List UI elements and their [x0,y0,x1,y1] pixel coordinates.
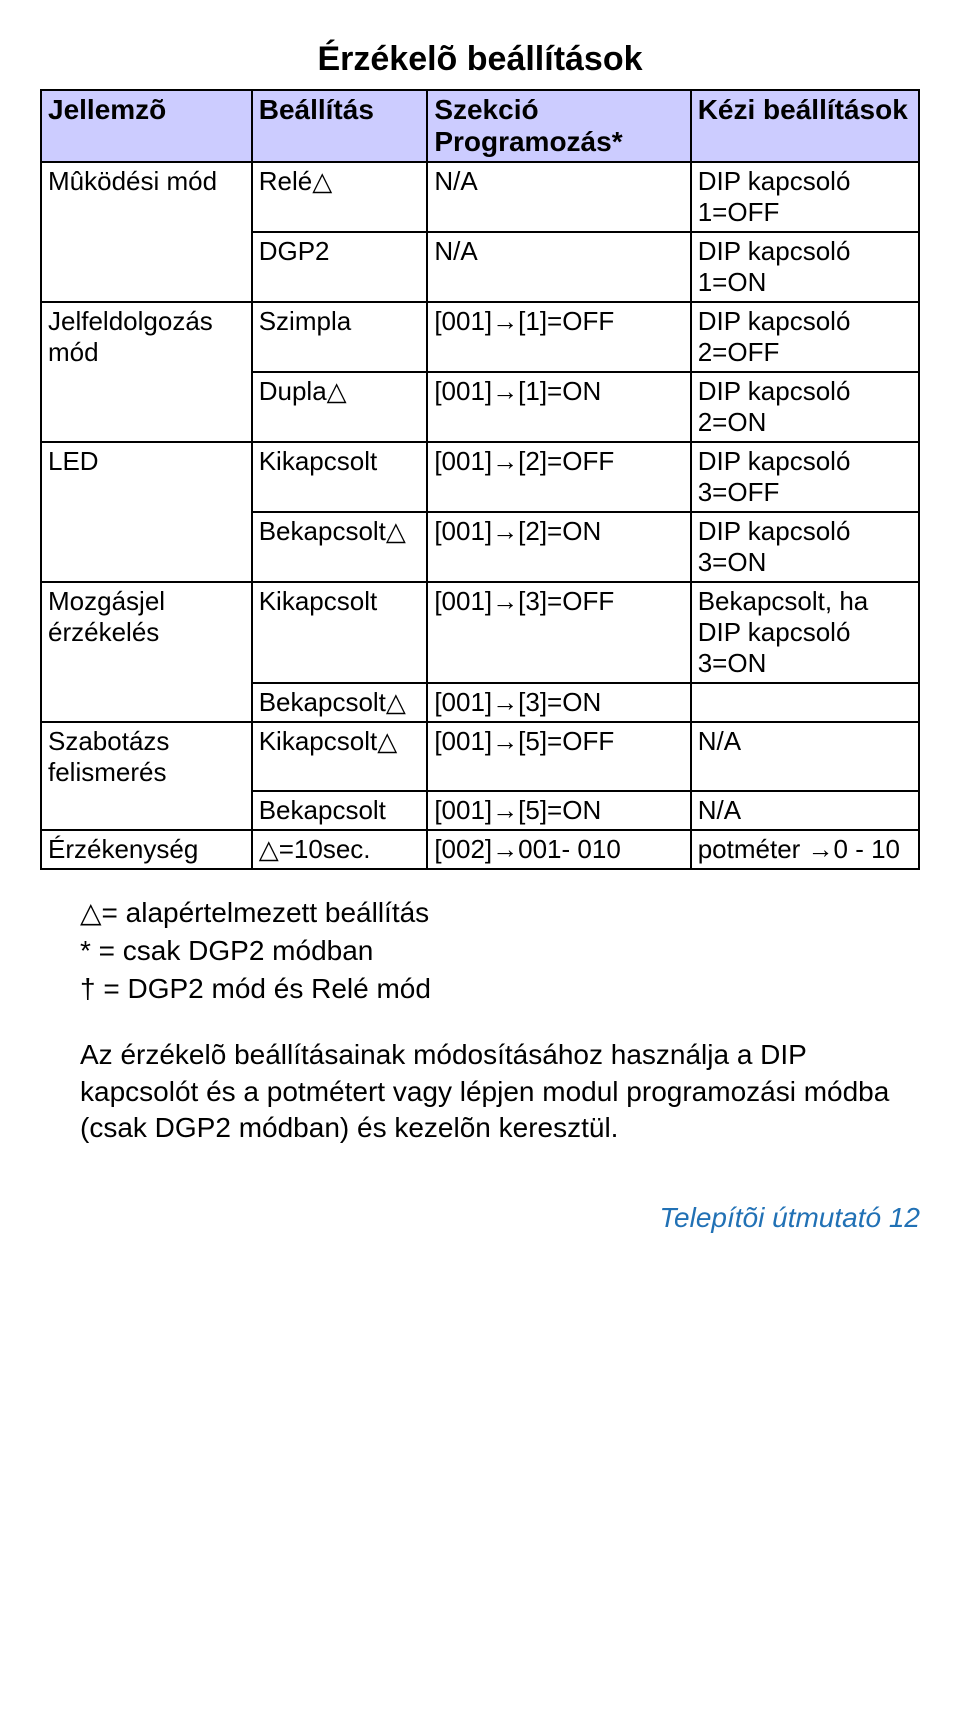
cell-manual: DIP kapcsoló 2=ON [691,372,919,442]
cell-feature: Mozgásjel érzékelés [41,582,252,683]
cell-feature [41,683,252,722]
table-row: Mozgásjel érzékelésKikapcsolt[001]→[3]=O… [41,582,919,683]
cell-manual: DIP kapcsoló 2=OFF [691,302,919,372]
cell-feature [41,791,252,830]
cell-feature: Jelfeldolgozás mód [41,302,252,372]
table-row: Mûködési módRelé△N/ADIP kapcsoló 1=OFF [41,162,919,232]
cell-feature: Szabotázs felismerés [41,722,252,791]
table-row: LEDKikapcsolt[001]→[2]=OFFDIP kapcsoló 3… [41,442,919,512]
legend-line: △= alapértelmezett beállítás [80,894,920,932]
description-paragraph: Az érzékelõ beállításainak módosításához… [80,1037,920,1146]
th-feature: Jellemzõ [41,90,252,162]
cell-feature [41,512,252,582]
cell-section: [001]→[2]=ON [427,512,690,582]
cell-feature: Érzékenység [41,830,252,869]
cell-setting: Szimpla [252,302,428,372]
cell-setting: Kikapcsolt△ [252,722,428,791]
cell-feature [41,232,252,302]
page-footer: Telepítõi útmutató 12 [40,1202,920,1234]
table-row: Bekapcsolt△[001]→[3]=ON [41,683,919,722]
cell-manual: Bekapcsolt, ha DIP kapcsoló 3=ON [691,582,919,683]
cell-section: [001]→[3]=ON [427,683,690,722]
cell-manual: N/A [691,722,919,791]
table-row: Jelfeldolgozás módSzimpla[001]→[1]=OFFDI… [41,302,919,372]
cell-section: [001]→[1]=OFF [427,302,690,372]
cell-section: N/A [427,162,690,232]
cell-setting: Kikapcsolt [252,442,428,512]
settings-table: Jellemzõ Beállítás Szekció Programozás* … [40,89,920,870]
cell-section: N/A [427,232,690,302]
table-row: Bekapcsolt[001]→[5]=ONN/A [41,791,919,830]
cell-setting: Bekapcsolt [252,791,428,830]
cell-manual: DIP kapcsoló 3=ON [691,512,919,582]
legend-line: * = csak DGP2 módban [80,932,920,970]
cell-section: [001]→[5]=OFF [427,722,690,791]
cell-setting: Relé△ [252,162,428,232]
table-row: Dupla△[001]→[1]=ONDIP kapcsoló 2=ON [41,372,919,442]
cell-setting: Dupla△ [252,372,428,442]
table-row: Bekapcsolt△[001]→[2]=ONDIP kapcsoló 3=ON [41,512,919,582]
cell-manual: DIP kapcsoló 1=ON [691,232,919,302]
cell-feature: LED [41,442,252,512]
th-section: Szekció Programozás* [427,90,690,162]
table-row: Érzékenység△=10sec.[002]→001- 010potméte… [41,830,919,869]
cell-manual: potméter →0 - 10 [691,830,919,869]
cell-section: [002]→001- 010 [427,830,690,869]
cell-section: [001]→[3]=OFF [427,582,690,683]
legend-line: † = DGP2 mód és Relé mód [80,970,920,1008]
th-manual: Kézi beállítások [691,90,919,162]
cell-section: [001]→[5]=ON [427,791,690,830]
cell-section: [001]→[2]=OFF [427,442,690,512]
cell-manual: DIP kapcsoló 3=OFF [691,442,919,512]
cell-manual [691,683,919,722]
cell-setting: DGP2 [252,232,428,302]
cell-feature [41,372,252,442]
cell-section: [001]→[1]=ON [427,372,690,442]
cell-setting: Kikapcsolt [252,582,428,683]
th-setting: Beállítás [252,90,428,162]
cell-manual: N/A [691,791,919,830]
cell-setting: △=10sec. [252,830,428,869]
legend: △= alapértelmezett beállítás * = csak DG… [80,894,920,1007]
table-row: DGP2N/ADIP kapcsoló 1=ON [41,232,919,302]
cell-setting: Bekapcsolt△ [252,512,428,582]
page-title: Érzékelõ beállítások [40,40,920,79]
cell-feature: Mûködési mód [41,162,252,232]
cell-manual: DIP kapcsoló 1=OFF [691,162,919,232]
table-header-row: Jellemzõ Beállítás Szekció Programozás* … [41,90,919,162]
cell-setting: Bekapcsolt△ [252,683,428,722]
table-row: Szabotázs felismerésKikapcsolt△[001]→[5]… [41,722,919,791]
